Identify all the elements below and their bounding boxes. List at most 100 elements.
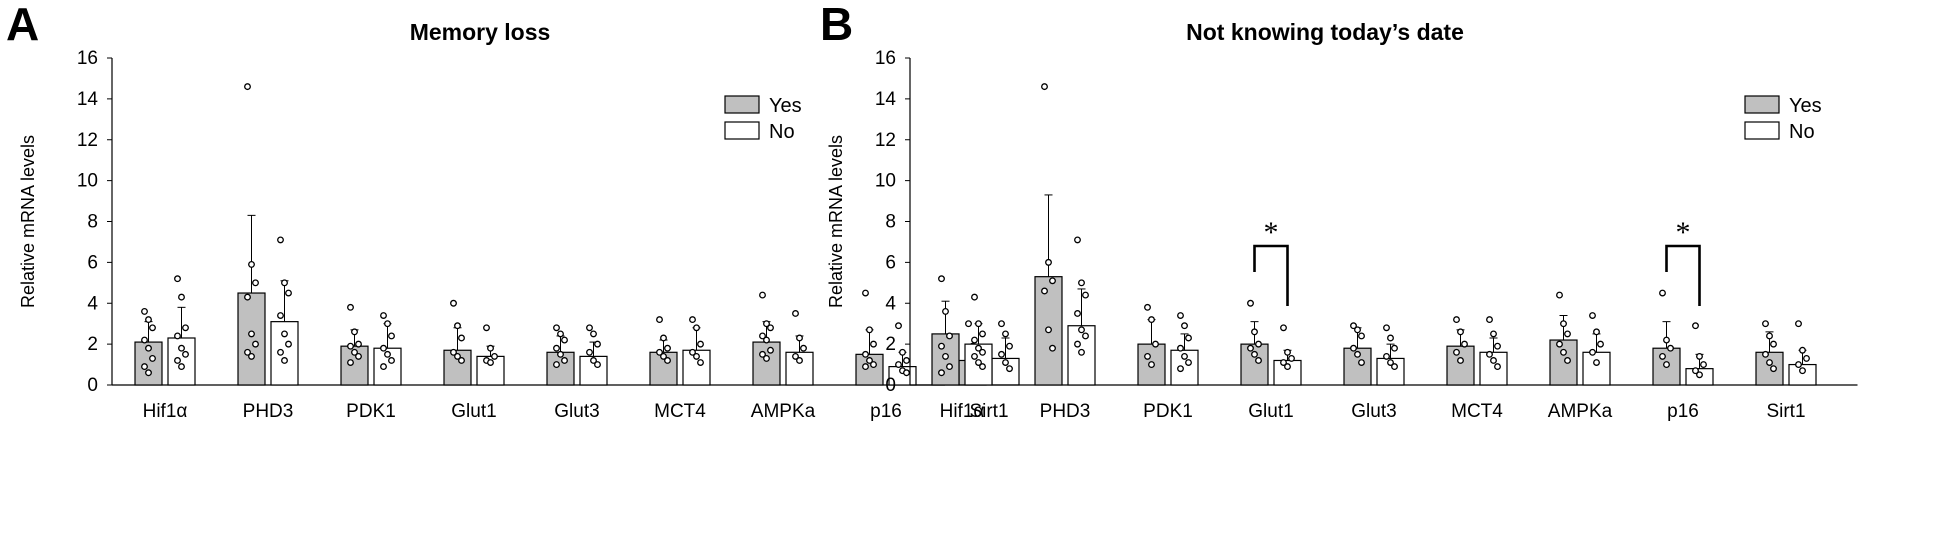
data-point (1560, 348, 1567, 356)
data-point (796, 334, 803, 342)
data-point (1045, 258, 1052, 266)
data-point (450, 299, 457, 307)
data-point (942, 352, 949, 360)
data-point (870, 340, 877, 348)
data-point (903, 369, 910, 377)
data-point (767, 324, 774, 332)
y-tick-label: 0 (885, 375, 896, 396)
data-point (1457, 357, 1464, 364)
data-point (1383, 352, 1390, 360)
data-point (594, 340, 601, 348)
data-point (1391, 363, 1398, 371)
data-point (285, 340, 292, 348)
legend-label-yes: Yes (1789, 95, 1822, 117)
data-point (277, 312, 284, 319)
data-point (182, 350, 189, 358)
data-point (1358, 332, 1365, 340)
data-point (1280, 324, 1287, 332)
chart-panel-b: B Not knowing today’s date Relative mRNA l… (820, 0, 1858, 422)
data-point (1700, 361, 1707, 369)
data-point (285, 289, 292, 297)
data-point (1082, 291, 1089, 299)
bar-yes (1549, 339, 1578, 386)
data-point (1074, 340, 1081, 348)
data-point (355, 340, 362, 348)
data-point (862, 289, 869, 297)
data-point (1251, 350, 1258, 358)
data-point (1354, 326, 1361, 334)
data-point (792, 310, 799, 317)
data-point (1663, 361, 1670, 369)
data-point (656, 316, 663, 324)
data-point (862, 350, 869, 358)
bar-no (1582, 351, 1611, 386)
y-tick-label: 10 (77, 171, 98, 192)
data-point (979, 363, 986, 371)
data-point (998, 350, 1005, 358)
data-point (971, 336, 978, 344)
y-tick-label: 6 (885, 252, 896, 273)
data-point (1251, 328, 1258, 336)
data-point (975, 359, 982, 366)
data-point (248, 352, 255, 360)
data-point (561, 336, 568, 344)
data-point (1667, 344, 1674, 352)
data-point (174, 357, 181, 364)
data-point (149, 324, 156, 332)
data-point (697, 340, 704, 348)
data-point (1490, 357, 1497, 364)
data-point (1049, 344, 1056, 352)
data-point (903, 357, 910, 364)
data-point (656, 348, 663, 356)
category-label: Glut1 (451, 401, 496, 422)
data-point (1770, 365, 1777, 373)
data-point (1762, 320, 1769, 328)
data-point (1006, 342, 1013, 350)
category-label: AMPKa (1548, 401, 1613, 422)
data-point (1006, 365, 1013, 373)
significance-bracket (1253, 244, 1289, 306)
data-point (660, 334, 667, 342)
data-point (174, 332, 181, 340)
chart-panel-a: A Memory loss Relative mRNA levels 0 2 4 6 8 10 1… (6, 0, 1020, 422)
data-point (281, 330, 288, 338)
category-label: Sirt1 (1766, 401, 1805, 422)
data-point (1144, 352, 1151, 360)
data-point (1659, 352, 1666, 360)
data-point (252, 279, 259, 287)
data-point (145, 369, 152, 377)
legend-label-yes: Yes (769, 95, 802, 117)
category-label: Hif1α (940, 401, 985, 422)
y-axis-label: Relative mRNA levels (826, 135, 846, 308)
data-point (483, 324, 490, 332)
category-label: PHD3 (1040, 401, 1091, 422)
data-point (946, 363, 953, 371)
data-point (1556, 291, 1563, 299)
data-point (1041, 83, 1048, 91)
y-tick-label: 10 (875, 171, 896, 192)
data-point (975, 344, 982, 352)
data-point (553, 361, 560, 369)
data-point (178, 293, 185, 301)
data-point (590, 330, 597, 338)
y-tick-label: 0 (87, 375, 98, 396)
data-point (946, 332, 953, 340)
significance-star: * (1264, 216, 1279, 249)
data-point (1074, 236, 1081, 244)
data-point (1082, 332, 1089, 340)
data-point (1181, 322, 1188, 330)
y-tick-label: 4 (87, 293, 98, 314)
panel-letter: A (6, 0, 39, 50)
legend-swatch-no (1744, 121, 1780, 140)
legend-swatch-yes (1744, 95, 1780, 114)
data-point (388, 357, 395, 364)
data-point (1185, 334, 1192, 342)
data-point (380, 363, 387, 371)
data-point (1696, 352, 1703, 360)
data-point (899, 348, 906, 356)
data-point (1795, 320, 1802, 328)
data-point (664, 344, 671, 352)
legend-swatch-yes (724, 95, 760, 114)
category-label: PDK1 (1143, 401, 1193, 422)
